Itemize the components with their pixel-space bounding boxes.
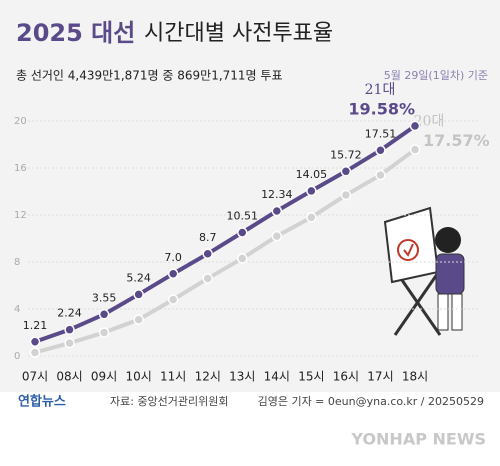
data-point [409,120,421,132]
data-point [133,314,144,325]
logo: 연합뉴스 [18,394,66,410]
x-tick-label: 17시 [367,370,393,384]
x-tick-label: 07시 [22,370,48,384]
data-point [64,324,75,335]
value-label: 5.24 [126,271,151,284]
value-label: 10.51 [227,210,259,223]
value-label: 15.72 [330,148,362,161]
value-label: 2.24 [57,307,82,320]
data-point [271,230,283,242]
data-point [271,205,283,217]
y-tick-label: 16 [14,163,27,174]
data-point [98,327,110,338]
series-line [34,124,417,344]
value-label: 19.58% [348,99,415,118]
data-point [202,273,213,284]
series-name: 21대 [365,82,396,98]
y-tick-label: 20 [14,116,27,127]
value-label: 1.21 [23,319,48,332]
data-point [202,248,213,260]
data-point [167,294,179,305]
x-tick-label: 10시 [125,370,151,384]
voter-illustration [383,206,465,336]
data-point [340,166,352,177]
x-tick-label: 12시 [195,370,221,384]
data-point [306,212,317,223]
x-tick-label: 18시 [402,370,428,384]
data-point [375,145,386,156]
data-point [409,144,421,155]
x-tick-label: 13시 [229,370,255,384]
y-tick-label: 0 [14,351,20,362]
value-label: 14.05 [296,168,328,181]
data-point [375,169,386,181]
value-label: 17.57% [423,131,490,150]
y-tick-label: 8 [14,257,20,268]
chart-title: 시간대별 사전투표율 [144,21,333,46]
credit: 김영은 기자 = 0eun@yna.co.kr / 20250529 [258,395,484,408]
note: 5월 29일(1일차) 기준 [384,68,488,82]
source: 자료: 중앙선거관리위원회 [110,395,229,408]
x-tick-label: 08시 [56,370,82,384]
x-tick-label: 11시 [160,370,186,384]
data-point [167,268,179,279]
y-tick-label: 4 [14,304,20,315]
value-label: 3.55 [92,291,117,304]
value-label: 7.0 [164,251,182,264]
value-label: 17.51 [365,127,397,140]
series-name: 20대 [414,114,445,130]
y-tick-label: 12 [14,210,27,221]
value-label: 8.7 [199,231,217,244]
x-tick-label: 16시 [333,370,359,384]
data-point [29,347,41,358]
footer-background [0,392,500,466]
data-point [98,309,110,320]
data-point [29,336,41,348]
x-tick-label: 15시 [298,370,324,384]
data-point [237,227,248,238]
x-tick-label: 14시 [264,370,290,384]
data-point [64,337,75,349]
x-tick-label: 09시 [91,370,117,384]
data-point [306,185,317,197]
watermark: YONHAP NEWS [350,430,486,449]
data-point [340,189,352,201]
data-point [237,253,248,264]
subtitle: 총 선거인 4,439만1,871명 중 869만1,711명 투표 [16,69,282,83]
series-line [34,147,417,355]
value-label: 12.34 [261,188,293,201]
data-point [133,289,144,300]
title-highlight: 2025 대선 [16,19,135,47]
